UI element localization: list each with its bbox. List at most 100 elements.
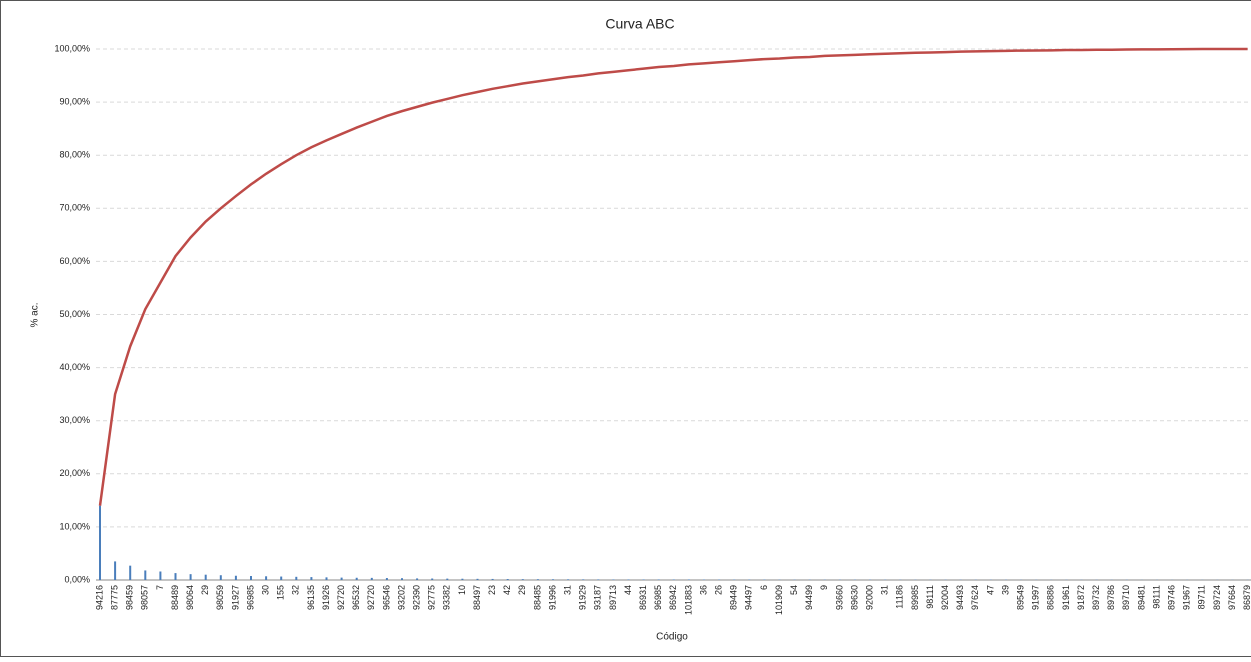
y-tick-label: 70,00%: [59, 203, 90, 213]
y-tick-label: 0,00%: [64, 574, 90, 584]
x-tick-label: 89724: [1212, 585, 1222, 610]
bar: [265, 576, 267, 580]
y-tick-label: 50,00%: [59, 309, 90, 319]
x-tick-label: 93660: [834, 585, 844, 610]
x-tick-label: 98064: [185, 585, 195, 610]
bar: [658, 579, 660, 580]
bar: [537, 579, 539, 580]
x-tick-label: 89713: [608, 585, 618, 610]
bar: [567, 579, 569, 580]
y-tick-label: 40,00%: [59, 362, 90, 372]
x-tick-label: 29: [517, 585, 527, 595]
x-tick-label: 94499: [804, 585, 814, 610]
bar: [250, 576, 252, 580]
bar: [582, 579, 584, 580]
x-tick-label: 92720: [366, 585, 376, 610]
x-tick-label: 97624: [970, 585, 980, 610]
x-tick-label: 96985: [245, 585, 255, 610]
bar: [114, 561, 116, 580]
x-tick-label: 101909: [774, 585, 784, 615]
bar: [220, 575, 222, 580]
x-tick-label: 6: [759, 585, 769, 590]
bar: [129, 566, 131, 580]
x-tick-label: 97664: [1227, 585, 1237, 610]
x-tick-label: 29: [200, 585, 210, 595]
bar: [507, 579, 509, 580]
x-tick-label: 96532: [351, 585, 361, 610]
y-tick-label: 90,00%: [59, 96, 90, 106]
x-tick-label: 92775: [427, 585, 437, 610]
bar: [688, 579, 690, 580]
x-tick-label: 89549: [1015, 585, 1025, 610]
x-tick-label: 30: [260, 585, 270, 595]
x-axis-title: Código: [656, 632, 688, 643]
bar: [280, 577, 282, 580]
x-tick-label: 98059: [215, 585, 225, 610]
bar: [205, 575, 207, 580]
x-tick-label: 94497: [744, 585, 754, 610]
x-tick-label: 91929: [578, 585, 588, 610]
x-tick-label: 93202: [396, 585, 406, 610]
bar: [386, 578, 388, 580]
bar: [159, 572, 161, 580]
bar: [643, 579, 645, 580]
x-tick-label: 89449: [729, 585, 739, 610]
x-tick-label: 89630: [849, 585, 859, 610]
bar: [371, 578, 373, 580]
x-tick-label: 89732: [1091, 585, 1101, 610]
y-tick-label: 80,00%: [59, 150, 90, 160]
bar: [597, 579, 599, 580]
x-tick-label: 86886: [1046, 585, 1056, 610]
x-tick-label: 87775: [109, 585, 119, 610]
x-tick-label: 92390: [411, 585, 421, 610]
x-tick-label: 88485: [532, 585, 542, 610]
bar: [461, 579, 463, 580]
x-tick-label: 86942: [668, 585, 678, 610]
x-tick-label: 31: [880, 585, 890, 595]
x-tick-label: 91996: [547, 585, 557, 610]
x-tick-label: 89985: [910, 585, 920, 610]
x-tick-label: 88497: [472, 585, 482, 610]
x-tick-label: 96546: [381, 585, 391, 610]
x-tick-label: 96135: [306, 585, 316, 610]
bar: [522, 579, 524, 580]
bar: [552, 579, 554, 580]
x-tick-label: 91961: [1061, 585, 1071, 610]
x-tick-label: 96985: [653, 585, 663, 610]
y-tick-label: 100,00%: [54, 43, 90, 53]
x-tick-label: 26: [713, 585, 723, 595]
x-tick-label: 32: [291, 585, 301, 595]
bar: [310, 577, 312, 580]
x-tick-label: 39: [1000, 585, 1010, 595]
x-tick-label: 91967: [1182, 585, 1192, 610]
bar: [431, 579, 433, 580]
x-tick-label: 98459: [125, 585, 135, 610]
x-tick-label: 94493: [955, 585, 965, 610]
bar: [326, 577, 328, 580]
y-tick-label: 60,00%: [59, 256, 90, 266]
x-tick-label: 89746: [1166, 585, 1176, 610]
bar: [190, 574, 192, 580]
x-tick-label: 98111: [1151, 585, 1161, 609]
x-tick-label: 7: [155, 585, 165, 590]
bar: [144, 570, 146, 580]
bar: [99, 506, 101, 580]
bar: [446, 579, 448, 580]
x-tick-label: 89711: [1197, 585, 1207, 609]
bar: [477, 579, 479, 580]
x-tick-label: 155: [276, 585, 286, 600]
x-tick-label: 91997: [1031, 585, 1041, 610]
y-tick-label: 10,00%: [59, 521, 90, 531]
x-tick-label: 44: [623, 585, 633, 595]
x-tick-label: 10: [457, 585, 467, 595]
bar: [175, 573, 177, 580]
bar: [612, 579, 614, 580]
x-tick-label: 31: [562, 585, 572, 595]
bar: [295, 577, 297, 580]
x-tick-label: 92000: [864, 585, 874, 610]
y-tick-label: 30,00%: [59, 415, 90, 425]
x-tick-label: 101883: [683, 585, 693, 615]
bar: [356, 578, 358, 580]
